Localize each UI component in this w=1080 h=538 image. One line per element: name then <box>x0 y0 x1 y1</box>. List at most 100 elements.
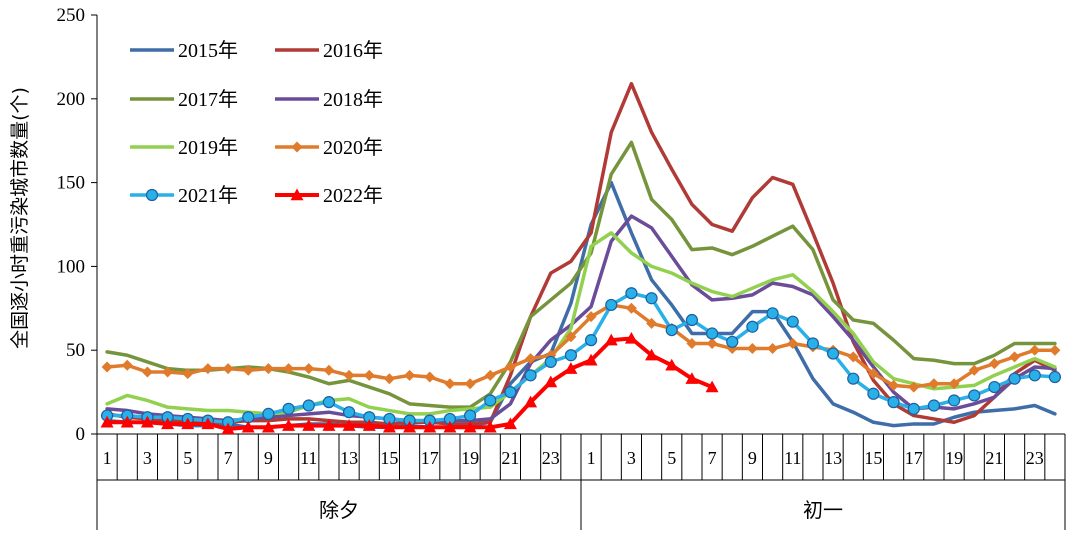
data-point <box>786 315 799 328</box>
data-point <box>182 368 194 380</box>
x-tick-label: 19 <box>945 448 963 468</box>
data-point <box>706 337 718 349</box>
data-point <box>484 369 496 381</box>
x-tick-label: 3 <box>627 448 636 468</box>
x-tick-label: 1 <box>587 448 596 468</box>
data-point <box>867 368 879 380</box>
data-point <box>120 415 134 428</box>
data-point <box>363 369 375 381</box>
data-point <box>503 417 517 430</box>
data-point <box>241 420 255 433</box>
legend-item: 2016年 <box>275 39 383 62</box>
legend-label: 2021年 <box>178 184 238 207</box>
data-point <box>140 415 154 428</box>
data-point <box>928 378 940 390</box>
data-point <box>283 363 295 375</box>
legend: 2015年 2016年 2017年 2018年 2019年 2020年 2021年 2022年 <box>130 39 383 207</box>
data-point <box>423 420 437 433</box>
data-point <box>504 361 516 373</box>
data-point <box>342 406 356 419</box>
x-tick-label: 17 <box>905 448 923 468</box>
data-point <box>302 419 316 431</box>
y-axis-label: 全国逐小时重污染城市数量(个) <box>9 87 31 349</box>
data-point <box>646 317 658 329</box>
legend-label: 2016年 <box>323 39 383 62</box>
x-tick-label: 9 <box>748 448 757 468</box>
series-layer <box>100 81 1062 435</box>
data-point <box>887 396 900 409</box>
data-point <box>947 394 961 407</box>
data-point <box>444 378 456 390</box>
data-point <box>242 364 254 376</box>
data-point <box>323 364 335 376</box>
data-point <box>1029 344 1041 356</box>
data-point <box>464 378 476 390</box>
data-point <box>686 337 698 349</box>
legend-item: 2021年 <box>130 184 238 207</box>
data-point <box>746 320 759 333</box>
y-tick-label: 0 <box>76 424 86 445</box>
x-tick-label: 23 <box>542 448 560 468</box>
x-group-label: 初一 <box>803 498 843 522</box>
data-point <box>888 379 900 391</box>
data-point <box>443 420 457 433</box>
legend-label: 2022年 <box>323 184 383 207</box>
data-point <box>282 402 295 415</box>
data-point <box>705 380 719 393</box>
data-point <box>867 387 880 400</box>
data-point <box>403 420 417 433</box>
data-point <box>625 302 637 314</box>
data-point <box>424 371 436 383</box>
data-point <box>605 298 618 312</box>
data-point <box>463 420 477 433</box>
x-tick-label: 1 <box>103 448 112 468</box>
data-point <box>483 420 497 433</box>
x-tick-label: 19 <box>461 448 479 468</box>
x-tick-label: 17 <box>421 448 439 468</box>
legend-marker <box>291 141 303 153</box>
data-point <box>746 343 758 355</box>
data-point <box>101 361 113 373</box>
data-point <box>121 359 133 371</box>
data-point <box>202 363 214 375</box>
data-point <box>685 372 699 384</box>
x-tick-label: 11 <box>784 448 801 468</box>
data-point <box>100 415 114 428</box>
data-point <box>161 417 175 430</box>
data-point <box>968 364 980 376</box>
data-point <box>787 337 799 349</box>
data-point <box>927 399 941 412</box>
data-point <box>262 407 275 420</box>
x-tick-label: 21 <box>501 448 519 468</box>
data-point <box>484 394 497 407</box>
data-point <box>404 369 416 381</box>
data-point <box>141 366 153 378</box>
data-point <box>565 331 577 343</box>
data-point <box>826 347 840 360</box>
data-point <box>726 335 739 348</box>
data-point <box>564 362 578 374</box>
data-point <box>1009 351 1021 363</box>
data-point <box>221 422 235 435</box>
x-axis: 1 3 5 7 9 11 13 15 17 19 21 23 1 3 5 7 9 11 13 15 17 19 21 23除夕… <box>96 433 1066 530</box>
data-point <box>524 369 537 382</box>
data-point <box>303 363 315 375</box>
data-point <box>645 292 658 305</box>
data-point <box>322 419 336 431</box>
data-point <box>665 323 678 337</box>
x-tick-label: 15 <box>380 448 398 468</box>
data-point <box>988 380 1001 394</box>
data-point <box>201 417 215 430</box>
legend-item: 2022年 <box>275 184 383 207</box>
data-point <box>806 337 820 350</box>
legend-label: 2015年 <box>178 39 238 62</box>
y-axis: 0 50 100 150 200 250 <box>57 5 98 530</box>
data-point <box>544 355 557 369</box>
x-tick-label: 7 <box>224 448 233 468</box>
data-point <box>584 334 598 347</box>
data-point <box>282 419 296 431</box>
data-point <box>847 372 860 385</box>
data-point <box>584 353 598 366</box>
y-tick-label: 200 <box>57 89 86 110</box>
